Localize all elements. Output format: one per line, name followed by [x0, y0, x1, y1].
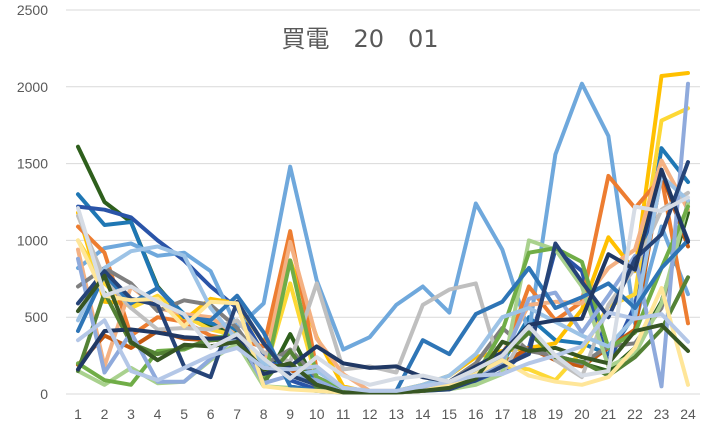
x-tick-label: 14: [415, 406, 431, 422]
series-line-19: [76, 167, 690, 384]
x-tick-label: 10: [309, 406, 325, 422]
x-tick-label: 7: [233, 406, 241, 422]
y-tick-label: 1000: [17, 232, 48, 248]
series-line-22: [76, 310, 690, 393]
x-tick-label: 15: [442, 406, 458, 422]
x-tick-label: 22: [627, 406, 643, 422]
x-tick-label: 4: [154, 406, 162, 422]
x-tick-label: 2: [101, 406, 109, 422]
y-tick-label: 2000: [17, 79, 48, 95]
y-tick-label: 0: [40, 386, 48, 402]
series-lines: [76, 71, 690, 395]
x-tick-label: 9: [286, 406, 294, 422]
x-tick-label: 19: [548, 406, 564, 422]
x-tick-label: 6: [207, 406, 215, 422]
series-line-23: [76, 195, 690, 387]
y-tick-label: 1500: [17, 156, 48, 172]
x-tick-label: 17: [495, 406, 511, 422]
x-tick-label: 3: [127, 406, 135, 422]
x-axis-tick-labels: 1 2 3 4 5 6 7 8 9 10 11 12 13 14 15 16 17 18 19 20 21 22 23 24: [74, 406, 696, 422]
x-tick-label: 11: [336, 406, 351, 422]
chart-title: 買電 20 01: [281, 25, 438, 53]
x-tick-label: 20: [574, 406, 590, 422]
gridlines: [66, 9, 700, 395]
x-tick-label: 24: [680, 406, 696, 422]
x-tick-label: 12: [362, 406, 378, 422]
x-tick-label: 16: [468, 406, 484, 422]
y-tick-label: 500: [25, 309, 49, 325]
x-tick-label: 8: [260, 406, 268, 422]
x-tick-label: 5: [180, 406, 188, 422]
y-tick-label: 2500: [17, 2, 48, 18]
y-axis-tick-labels: 0 500 1000 1500 2000 2500: [17, 2, 48, 402]
x-tick-label: 13: [388, 406, 404, 422]
x-tick-label: 18: [521, 406, 537, 422]
x-tick-label: 21: [601, 406, 617, 422]
x-tick-label: 1: [74, 406, 82, 422]
x-tick-label: 23: [654, 406, 670, 422]
